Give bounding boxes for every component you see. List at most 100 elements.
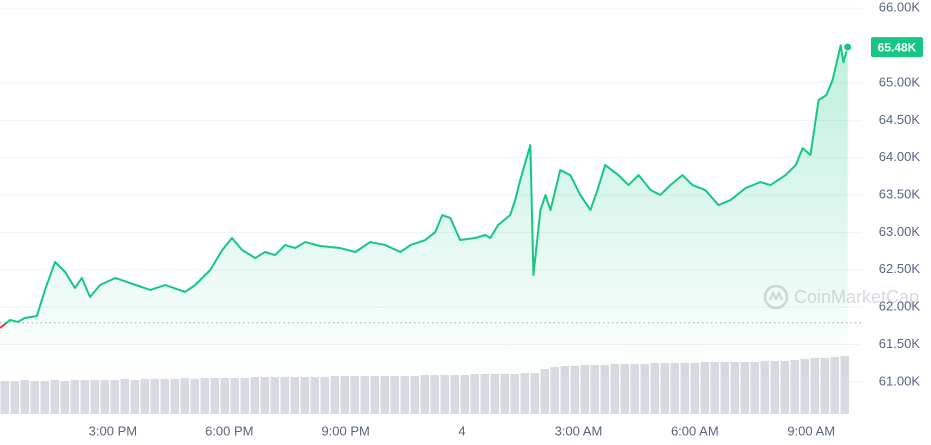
volume-bar (300, 377, 309, 414)
volume-bar (200, 378, 209, 414)
x-tick-label: 9:00 AM (787, 423, 835, 438)
volume-bar (470, 374, 479, 414)
volume-bar (500, 374, 509, 414)
x-tick-label: 3:00 AM (555, 423, 603, 438)
volume-bar (540, 369, 549, 414)
volume-bar (130, 380, 139, 414)
volume-bar (140, 379, 149, 414)
volume-bar (810, 358, 819, 414)
volume-bar (510, 374, 519, 414)
volume-bar (110, 380, 119, 414)
volume-bar (550, 367, 559, 414)
volume-bar (590, 365, 599, 414)
price-line (0, 44, 849, 329)
volume-bar (320, 377, 329, 414)
volume-bar (80, 380, 89, 414)
volume-bar (370, 376, 379, 414)
y-tick-label: 64.50K (879, 112, 921, 127)
volume-bar (40, 381, 49, 414)
volume-bar (780, 361, 789, 414)
volume-bar (280, 377, 289, 414)
y-tick-label: 62.00K (879, 299, 921, 314)
volume-bar (430, 375, 439, 414)
volume-bar (210, 378, 219, 414)
x-tick-label: 3:00 PM (89, 423, 137, 438)
y-tick-label: 62.50K (879, 261, 921, 276)
volume-bar (440, 375, 449, 414)
volume-bar (240, 378, 249, 414)
last-point (843, 42, 853, 52)
volume-bar (600, 365, 609, 414)
volume-bar (260, 377, 269, 414)
x-tick-label: 6:00 PM (205, 423, 253, 438)
volume-bar (650, 363, 659, 414)
volume-bar (70, 380, 79, 414)
volume-bar (610, 364, 619, 414)
volume-bar (690, 363, 699, 414)
y-tick-label: 63.00K (879, 224, 921, 239)
volume-bar (20, 380, 29, 414)
volume-bar (180, 378, 189, 414)
volume-bar (160, 379, 169, 414)
volume-bar (680, 363, 689, 414)
volume-bar (800, 359, 809, 414)
volume-bar (480, 374, 489, 414)
volume-bar (570, 366, 579, 414)
volume-bar (10, 381, 19, 414)
volume-bar (350, 376, 359, 414)
y-tick-label: 66.00K (879, 0, 921, 15)
volume-bar (450, 375, 459, 414)
x-tick-label: 9:00 PM (321, 423, 369, 438)
volume-bar (340, 376, 349, 414)
x-tick-label: 4 (458, 423, 465, 438)
price-area (0, 45, 848, 381)
volume-bar (90, 380, 99, 414)
volume-bar (420, 375, 429, 414)
volume-bar (310, 377, 319, 414)
volume-bar (250, 377, 259, 414)
x-tick-label: 6:00 AM (671, 423, 719, 438)
volume-bar (640, 364, 649, 414)
volume-bar (490, 374, 499, 414)
volume-bar (710, 362, 719, 414)
y-tick-label: 64.00K (879, 149, 921, 164)
last-price-badge (871, 37, 923, 58)
volume-bar (230, 378, 239, 414)
volume-bar (580, 365, 589, 414)
volume-bar (290, 377, 299, 414)
volume-bar (750, 362, 759, 414)
y-tick-label: 61.00K (879, 373, 921, 388)
volume-bar (30, 381, 39, 414)
y-tick-label: 65.00K (879, 74, 921, 89)
volume-bar (460, 375, 469, 414)
volume-bar (390, 376, 399, 414)
volume-bar (830, 357, 839, 414)
volume-bar (330, 376, 339, 414)
volume-bar (820, 358, 829, 414)
volume-bar (520, 373, 529, 414)
volume-bar (100, 380, 109, 414)
volume-bar (270, 377, 279, 414)
volume-bar (730, 362, 739, 414)
volume-bar (50, 380, 59, 414)
last-price-label: 65.48K (878, 40, 917, 54)
volume-bar (700, 362, 709, 414)
volume-bar (840, 356, 849, 414)
volume-bar (400, 376, 409, 414)
volume-bar (170, 379, 179, 414)
volume-bar (720, 362, 729, 414)
volume-bar (0, 381, 9, 414)
volume-bar (560, 366, 569, 414)
volume-bar (190, 379, 199, 414)
y-tick-label: 61.50K (879, 336, 921, 351)
volume-bar (360, 376, 369, 414)
volume-bar (380, 376, 389, 414)
volume-bar (660, 363, 669, 414)
y-tick-label: 63.50K (879, 186, 921, 201)
volume-bar (150, 379, 159, 414)
volume-bar (60, 381, 69, 414)
volume-bar (790, 360, 799, 414)
volume-bar (630, 364, 639, 414)
